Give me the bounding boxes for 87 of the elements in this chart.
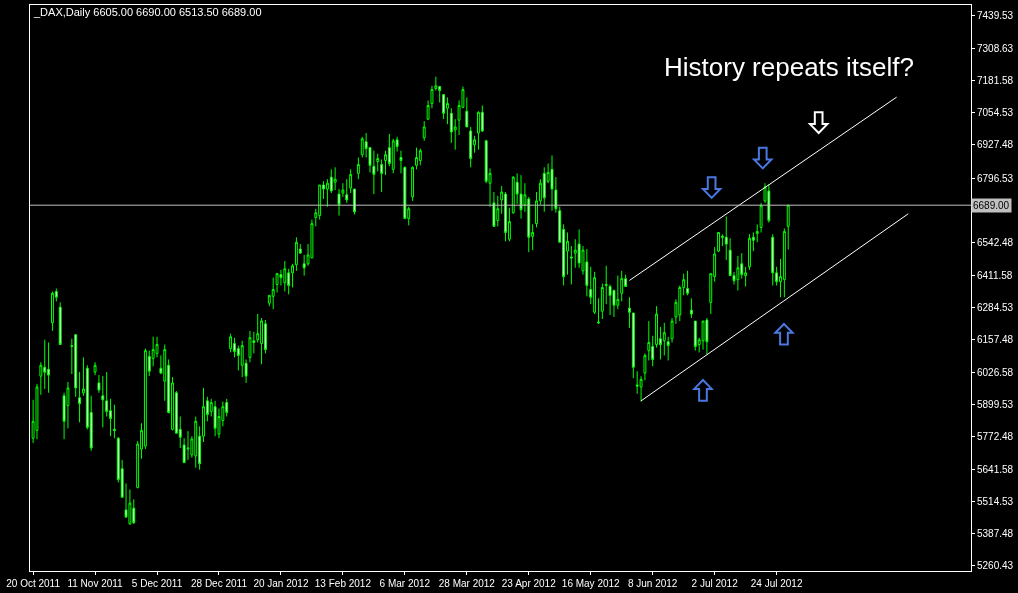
candlestick [271, 277, 275, 310]
x-tick-label: 20 Jan 2012 [253, 578, 309, 589]
candlestick [771, 233, 775, 286]
x-tick-label: 23 Apr 2012 [501, 578, 557, 589]
candlestick [717, 231, 720, 253]
candlestick [47, 342, 51, 394]
candlestick [283, 260, 287, 293]
y-tick-label: 6284.53 [977, 301, 1014, 313]
candlestick [511, 175, 515, 215]
candlestick [442, 94, 446, 120]
y-tick-label: 6157.48 [977, 333, 1014, 345]
y-tick-label: 5514.53 [977, 496, 1014, 508]
candlestick [418, 148, 422, 166]
x-tick-label: 28 Mar 2012 [438, 578, 496, 589]
x-tick-label: 13 Feb 2012 [314, 578, 372, 589]
y-tick-label: 5641.58 [977, 464, 1014, 476]
candlestick [101, 375, 105, 428]
candlestick [705, 317, 709, 355]
candlestick [260, 317, 264, 365]
candlestick [767, 183, 771, 224]
candlestick [213, 400, 217, 437]
candlestick [248, 330, 252, 363]
candlestick [662, 322, 666, 356]
candlestick [411, 165, 415, 202]
y-tick-label: 5260.43 [977, 560, 1014, 572]
candlestick [186, 430, 190, 461]
candlestick [593, 271, 597, 315]
y-tick-label: 7054.53 [977, 107, 1014, 119]
y-tick-label: 6411.58 [977, 269, 1013, 281]
y-tick-label: 7439.53 [977, 10, 1014, 22]
candlestick [542, 166, 546, 213]
candlestick [620, 270, 624, 302]
candlestick [519, 174, 523, 220]
annotation: History repeats itself? [664, 52, 914, 82]
candlestick [93, 361, 97, 376]
candlestick [701, 320, 705, 351]
candlestick [194, 416, 198, 469]
candlestick [78, 371, 82, 423]
x-tick-label: 2 Jul 2012 [691, 578, 739, 589]
candlestick [58, 301, 62, 346]
y-tick-label: 5772.48 [977, 431, 1014, 443]
candlestick [597, 297, 600, 325]
candlestick [550, 154, 554, 212]
x-tick-label: 28 Dec 2011 [190, 578, 248, 589]
y-tick-label: 7308.63 [977, 43, 1014, 55]
candlestick [294, 236, 298, 272]
candlestick [786, 204, 790, 250]
x-tick-label: 6 Mar 2012 [379, 578, 431, 589]
candlestick [229, 333, 233, 353]
x-tick-label: 11 Nov 2011 [67, 578, 124, 589]
y-tick-label: 5899.53 [977, 399, 1014, 410]
y-tick-label: 6026.58 [977, 366, 1014, 378]
candlestick [782, 227, 786, 298]
candlestick [689, 297, 693, 319]
candlestick [360, 136, 364, 158]
candlestick [333, 166, 337, 191]
candlestick [600, 282, 604, 320]
y-tick-label: 6796.53 [977, 172, 1014, 184]
x-tick-label: 24 Jul 2012 [750, 578, 803, 589]
candlestick [51, 291, 54, 332]
candlestick [372, 150, 376, 195]
candlestick [686, 270, 689, 296]
candlestick [736, 255, 740, 292]
x-tick-label: 8 Jun 2012 [627, 578, 678, 589]
candlestick [415, 147, 418, 170]
y-tick-label: 5387.48 [977, 528, 1014, 540]
candlestick [446, 96, 449, 125]
candlestick [112, 404, 116, 439]
ref-line-label: 6689.00 [973, 200, 1010, 211]
y-tick-label: 6927.48 [977, 139, 1014, 151]
candlestick [748, 233, 751, 271]
candlestick [356, 156, 360, 180]
candlestick [345, 178, 349, 204]
y-tick-label: 6542.48 [977, 236, 1014, 248]
candlestick [391, 138, 395, 174]
candlestick [422, 120, 426, 142]
y-tick-label: 7181.58 [977, 75, 1014, 87]
candlestick [74, 334, 78, 398]
candlestick [469, 126, 473, 168]
candlestick [496, 195, 500, 227]
candlestick [693, 320, 697, 352]
candlestick [569, 245, 573, 285]
candlestick [380, 159, 384, 193]
x-tick-label: 16 May 2012 [561, 578, 621, 589]
x-tick-label: 20 Oct 2011 [6, 578, 61, 589]
chart-title: _DAX,Daily 6605.00 6690.00 6513.50 6689.00 [33, 5, 262, 18]
x-tick-label: 5 Dec 2011 [131, 578, 183, 589]
